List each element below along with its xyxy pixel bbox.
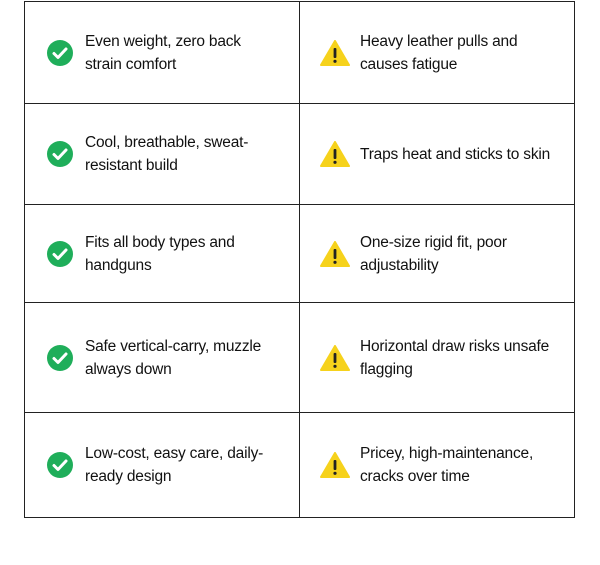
check-circle-icon bbox=[47, 240, 73, 267]
pro-cell: Fits all body types and handguns bbox=[24, 204, 300, 303]
warning-icon bbox=[320, 344, 350, 371]
check-circle-icon bbox=[47, 452, 73, 478]
pro-text: Fits all body types and handguns bbox=[85, 233, 235, 274]
table-row: Even weight, zero back strain comfort Hea… bbox=[24, 1, 575, 104]
warning-icon bbox=[320, 240, 350, 267]
table-row: Safe vertical-carry, muzzle always down H… bbox=[24, 302, 575, 413]
con-cell: Pricey, high-maintenance, cracks over ti… bbox=[299, 412, 575, 518]
pro-text: Safe vertical-carry, muzzle always down bbox=[85, 337, 262, 378]
con-text: One-size rigid fit, poor adjustability bbox=[360, 233, 507, 274]
pro-text: Low-cost, easy care, daily-ready design bbox=[85, 445, 264, 485]
con-text: Traps heat and sticks to skin bbox=[360, 145, 551, 163]
con-text: Horizontal draw risks unsafe flagging bbox=[360, 337, 550, 378]
pro-text: Cool, breathable, sweat-resistant build bbox=[85, 134, 249, 174]
check-circle-icon bbox=[47, 39, 73, 66]
warning-icon bbox=[320, 39, 350, 66]
con-text: Heavy leather pulls and causes fatigue bbox=[360, 32, 518, 73]
table-row: Low-cost, easy care, daily-ready design P… bbox=[24, 412, 575, 518]
pro-text: Even weight, zero back strain comfort bbox=[85, 32, 241, 73]
con-text: Pricey, high-maintenance, cracks over ti… bbox=[360, 445, 534, 485]
check-circle-icon bbox=[47, 344, 73, 371]
pro-cell: Safe vertical-carry, muzzle always down bbox=[24, 302, 300, 413]
pro-cell: Even weight, zero back strain comfort bbox=[24, 1, 300, 104]
warning-icon bbox=[320, 452, 350, 478]
pro-cell: Cool, breathable, sweat-resistant build bbox=[24, 103, 300, 205]
warning-icon bbox=[320, 141, 350, 167]
con-cell: Traps heat and sticks to skin bbox=[299, 103, 575, 205]
check-circle-icon bbox=[47, 141, 73, 167]
con-cell: One-size rigid fit, poor adjustability bbox=[299, 204, 575, 303]
comparison-table: Even weight, zero back strain comfort Hea… bbox=[24, 1, 575, 518]
con-cell: Horizontal draw risks unsafe flagging bbox=[299, 302, 575, 413]
con-cell: Heavy leather pulls and causes fatigue bbox=[299, 1, 575, 104]
table-row: Fits all body types and handguns One-size… bbox=[24, 204, 575, 303]
pro-cell: Low-cost, easy care, daily-ready design bbox=[24, 412, 300, 518]
table-row: Cool, breathable, sweat-resistant build T… bbox=[24, 103, 575, 205]
